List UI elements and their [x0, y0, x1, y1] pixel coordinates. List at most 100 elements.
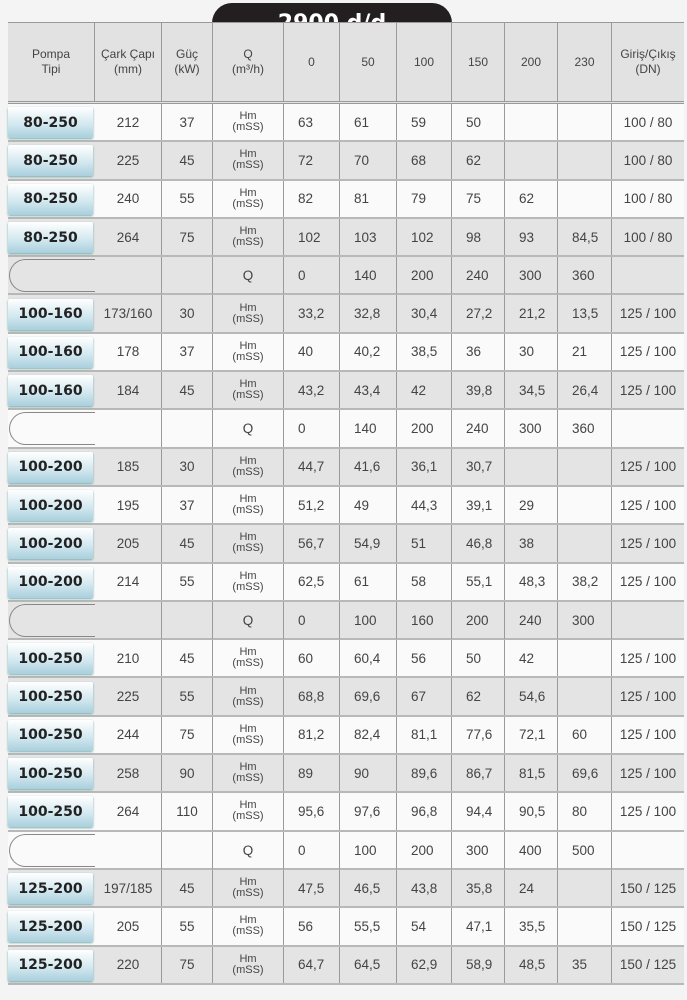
table-row: 100-250 210 45 Hm (mSS) 60 60,4 56 50 42 125 / 10…: [8, 640, 684, 679]
header-cell: 0: [284, 23, 340, 101]
table-row: 100-250 225 55 Hm (mSS) 68,8 69,6 67 62 54,6 125 …: [8, 678, 684, 717]
inlet-outlet-cell: 125 / 100: [619, 497, 677, 513]
pump-type-cell: 100-250: [8, 640, 95, 676]
head-value-cell: 43,4: [340, 372, 397, 409]
impeller-diameter-cell: 173/160: [95, 295, 162, 332]
head-value-cell: [558, 525, 612, 562]
pump-model-label: 100-160: [8, 375, 93, 407]
table-row: 100-160 173/160 30 Hm (mSS) 33,2 32,8 30,4 27,2…: [8, 295, 684, 334]
unit-cell: Hm (mSS): [213, 755, 284, 792]
unit-cell: Hm (mSS): [213, 448, 284, 485]
power-cell: 37: [162, 486, 213, 524]
head-value-cell: 96,8: [397, 793, 452, 830]
head-value-cell: [558, 448, 612, 485]
empty-cell: [162, 831, 213, 869]
pump-type-cell: 100-200: [8, 564, 95, 600]
head-value-cell: 50: [452, 104, 505, 141]
inlet-outlet-cell: 125 / 100: [619, 459, 677, 475]
head-value-cell: 56: [284, 908, 340, 945]
head-value-cell: 48,3: [505, 563, 558, 600]
head-value-cell: 60: [284, 640, 340, 677]
pump-type-cell: 100-200: [8, 487, 95, 523]
flow-value-cell: 240: [452, 257, 505, 295]
impeller-diameter-cell: 210: [95, 640, 162, 677]
flow-row-pill: [8, 603, 95, 637]
head-value-cell: 62,5: [284, 563, 340, 600]
flow-label-cell: Q: [213, 410, 284, 448]
header-cell: Güç (kW): [162, 23, 213, 101]
pump-type-cell: 80-250: [8, 142, 95, 178]
header-cell: 230: [558, 23, 612, 101]
head-unit-label: Hm (mSS): [232, 684, 264, 708]
head-value-cell: 44,7: [284, 448, 340, 485]
head-value-cell: 102: [397, 218, 452, 256]
head-value-cell: 30,4: [397, 295, 452, 332]
unit-cell: Hm (mSS): [213, 295, 284, 332]
head-unit-label: Hm (mSS): [232, 110, 264, 134]
head-unit-label: Hm (mSS): [232, 799, 264, 823]
table-row: 80-250 264 75 Hm (mSS) 102 103 102 98 93 84,5 100 …: [8, 218, 684, 258]
head-unit-label: Hm (mSS): [232, 186, 264, 210]
head-value-cell: 48,5: [505, 946, 558, 983]
head-value-cell: 51,2: [284, 486, 340, 524]
head-value-cell: 69,6: [340, 678, 397, 715]
head-value-cell: 81,2: [284, 716, 340, 754]
header-cell: Q (m³/h): [213, 23, 284, 101]
pump-type-cell: 100-160: [8, 295, 95, 331]
power-cell: 45: [162, 142, 213, 179]
head-value-cell: 54,9: [340, 525, 397, 562]
header-cell: Giriş/Çıkış (DN): [620, 47, 676, 76]
head-unit-label: Hm (mSS): [232, 493, 264, 517]
head-value-cell: 70: [340, 142, 397, 179]
head-unit-label: Hm (mSS): [232, 531, 264, 555]
head-value-cell: 58: [397, 563, 452, 600]
head-value-cell: 90,5: [505, 793, 558, 830]
flow-value-cell: 360: [558, 410, 612, 448]
pump-model-label: 125-200: [8, 911, 93, 943]
inlet-outlet-cell: 125 / 100: [619, 535, 677, 551]
empty-cell: [612, 832, 684, 869]
head-value-cell: 36: [452, 333, 505, 371]
head-value-cell: 64,7: [284, 946, 340, 983]
impeller-diameter-cell: 240: [95, 180, 162, 217]
head-unit-label: Hm (mSS): [232, 339, 264, 363]
unit-cell: Hm (mSS): [213, 946, 284, 983]
power-cell: 30: [162, 448, 213, 485]
head-value-cell: 72,1: [505, 716, 558, 754]
flow-row: Q 0 140 200 240 300 360: [8, 257, 684, 296]
pump-model-label: 100-160: [8, 298, 93, 330]
inlet-outlet-cell: 100 / 80: [623, 229, 673, 245]
pump-type-cell: 80-250: [8, 104, 95, 140]
inlet-outlet-cell: 100 / 80: [623, 114, 673, 130]
unit-cell: Hm (mSS): [213, 563, 284, 600]
unit-cell: Hm (mSS): [213, 486, 284, 524]
inlet-outlet-cell: 100 / 80: [623, 152, 673, 168]
head-value-cell: 38,2: [558, 563, 612, 600]
head-value-cell: 47,1: [452, 908, 505, 945]
head-value-cell: 56,7: [284, 525, 340, 562]
flow-value-cell: 400: [505, 831, 558, 869]
flow-value-cell: 200: [452, 601, 505, 639]
table-row: 100-160 178 37 Hm (mSS) 40 40,2 38,5 36 30 21 125 …: [8, 333, 684, 373]
flow-value-cell: 0: [284, 410, 340, 448]
inlet-outlet-cell: 150 / 125: [619, 880, 677, 896]
head-value-cell: 62: [452, 678, 505, 715]
flow-value-cell: 0: [284, 257, 340, 295]
unit-cell: Hm (mSS): [213, 869, 284, 907]
empty-cell: [612, 410, 684, 447]
head-value-cell: 30,7: [452, 448, 505, 485]
impeller-diameter-cell: 258: [95, 755, 162, 792]
empty-cell: [612, 257, 684, 294]
unit-cell: Hm (mSS): [213, 716, 284, 754]
unit-cell: Hm (mSS): [213, 525, 284, 562]
table-row: 100-250 244 75 Hm (mSS) 81,2 82,4 81,1 77,6 72,1…: [8, 716, 684, 756]
flow-row-marker: [8, 602, 95, 639]
head-value-cell: 49: [340, 486, 397, 524]
power-cell: 55: [162, 908, 213, 945]
inlet-outlet-cell: 125 / 100: [619, 574, 677, 590]
head-value-cell: 80: [558, 793, 612, 830]
inlet-outlet-cell: 150 / 125: [619, 918, 677, 934]
head-value-cell: 35,5: [505, 908, 558, 945]
head-value-cell: 13,5: [558, 295, 612, 332]
head-value-cell: 33,2: [284, 295, 340, 332]
